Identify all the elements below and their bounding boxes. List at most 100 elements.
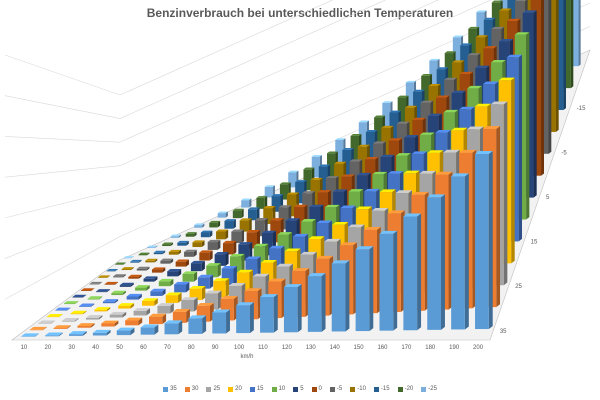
bar: [365, 131, 375, 178]
bar-top: [388, 171, 404, 174]
bar-top: [264, 185, 275, 187]
bar-top: [167, 269, 182, 272]
bar-top: [341, 174, 355, 177]
bar-side: [202, 315, 207, 334]
bar-top: [150, 288, 166, 292]
bar-top: [199, 250, 213, 253]
bar-side: [138, 317, 143, 326]
bar-top: [348, 189, 364, 192]
bar-side: [249, 242, 253, 261]
bar: [177, 242, 187, 246]
bar-side: [90, 303, 95, 307]
bar: [286, 194, 297, 217]
bar-top: [278, 205, 292, 208]
bar: [382, 102, 391, 147]
bar-top: [475, 65, 490, 68]
bar-side: [154, 324, 159, 335]
bar-top: [444, 51, 456, 54]
bar-top: [389, 110, 401, 113]
bar-top: [116, 327, 135, 331]
gridline-side: [4, 136, 121, 143]
bar: [141, 300, 155, 306]
x-tick-label: 200: [473, 345, 484, 351]
bar-top: [141, 298, 158, 301]
bar-side: [154, 276, 158, 282]
bar-top: [135, 285, 150, 288]
bar-top: [381, 125, 394, 128]
legend-label: 5: [300, 386, 304, 392]
bar-top: [252, 273, 270, 277]
bar-side: [107, 275, 111, 278]
bar-top: [170, 234, 181, 237]
bar: [403, 216, 418, 331]
bar-top: [236, 302, 254, 306]
x-tick-label: 60: [140, 345, 147, 351]
bar-side: [162, 313, 167, 325]
bar: [232, 210, 242, 219]
bar: [288, 172, 297, 188]
chart-title: Benzinverbrauch bei unterschiedlichen Te…: [146, 6, 454, 20]
bar: [231, 231, 242, 244]
bar-top: [307, 273, 326, 277]
bar-top: [45, 332, 63, 336]
bar-side: [496, 126, 501, 308]
bar-top: [118, 303, 135, 306]
bar-side: [91, 288, 95, 291]
bar-top: [499, 39, 513, 42]
legend-swatch: [228, 386, 234, 392]
bar-side: [82, 310, 87, 315]
bar-top: [221, 266, 237, 269]
bar: [230, 256, 242, 273]
bar-side: [146, 285, 150, 291]
gridline-back: [119, 0, 492, 166]
bar-top: [262, 230, 276, 234]
bar: [63, 303, 76, 305]
bar-top: [403, 170, 420, 174]
bar: [147, 247, 156, 248]
bar-top: [284, 248, 301, 252]
x-tick-label: 170: [401, 345, 412, 351]
bar-top: [147, 245, 158, 248]
bar-side: [417, 213, 422, 331]
depth-tick-label: 25: [515, 284, 522, 290]
bar-top: [365, 130, 378, 132]
bar-top: [209, 220, 221, 223]
legend-swatch: [421, 386, 427, 392]
bar-top: [429, 58, 440, 61]
bar-top: [254, 217, 268, 221]
bar-side: [369, 246, 374, 332]
bar-top: [435, 171, 453, 175]
legend-swatch: [184, 386, 190, 392]
bar-top: [514, 32, 530, 35]
bar: [241, 200, 250, 208]
bar-side: [106, 289, 111, 293]
bar-side: [226, 309, 230, 334]
bar-side: [66, 325, 71, 329]
bar-top: [62, 317, 79, 321]
bar-side: [511, 77, 515, 264]
bar-side: [99, 281, 103, 285]
bar-top: [421, 73, 433, 76]
bar-side: [273, 294, 278, 333]
bar: [184, 251, 194, 257]
legend-label: 35: [170, 386, 177, 392]
bar-top: [94, 307, 111, 310]
legend-swatch: [163, 386, 169, 392]
bar: [263, 208, 273, 224]
bar: [29, 329, 44, 331]
gridline-side: [4, 165, 121, 178]
bar-top: [342, 148, 354, 150]
bar: [222, 243, 234, 255]
bar: [182, 273, 194, 282]
bar: [153, 252, 163, 255]
bar-top: [301, 219, 316, 222]
bar-side: [114, 281, 118, 285]
bar-layer: [21, 0, 581, 337]
bar-top: [506, 54, 523, 58]
bar-top: [311, 154, 322, 157]
bar-top: [324, 238, 341, 242]
bar: [239, 220, 250, 232]
bar-top: [190, 260, 205, 264]
bar-side: [178, 269, 182, 277]
bar-top: [217, 211, 228, 214]
